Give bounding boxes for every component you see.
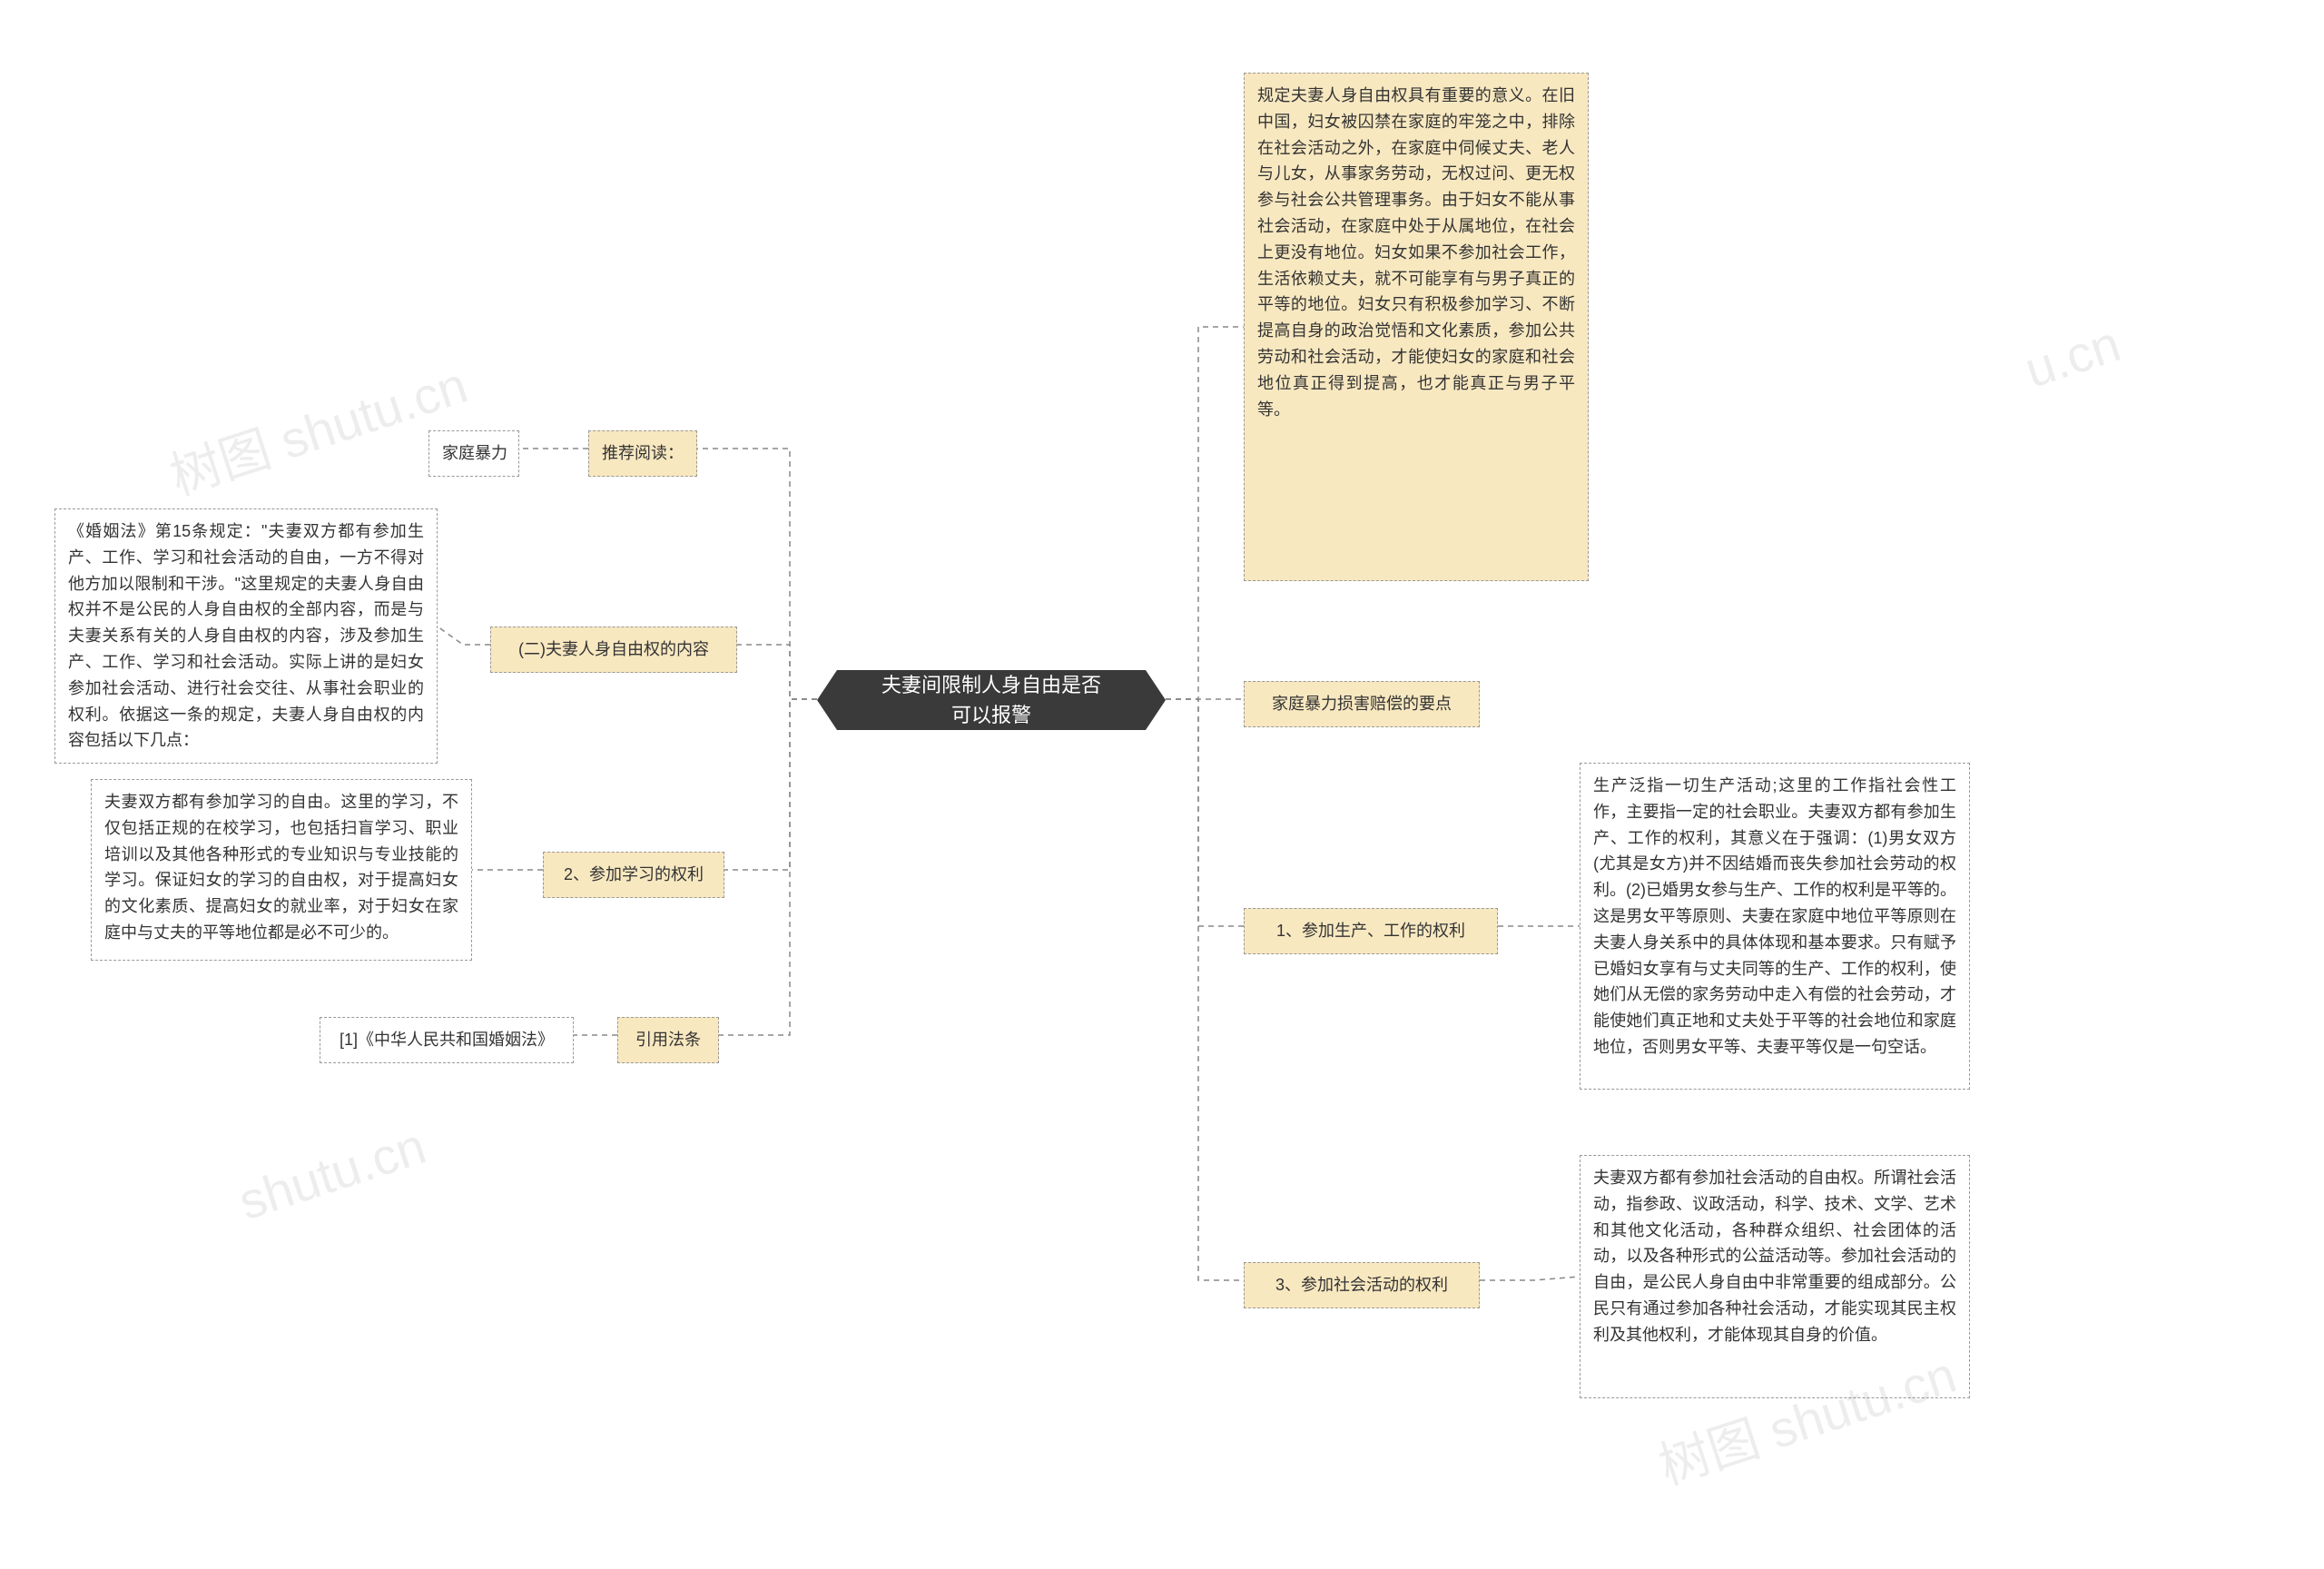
node-L2a: 《婚姻法》第15条规定："夫妻双方都有参加生产、工作、学习和社会活动的自由，一方… bbox=[54, 508, 438, 764]
watermark-1: shutu.cn bbox=[231, 1116, 432, 1231]
node-R2: 1、参加生产、工作的权利 bbox=[1244, 908, 1498, 954]
node-R3a: 夫妻双方都有参加社会活动的自由权。所谓社会活动，指参政、议政活动，科学、技术、文… bbox=[1580, 1155, 1970, 1398]
watermark-3: u.cn bbox=[2018, 313, 2128, 400]
watermark-0: 树图 shutu.cn bbox=[160, 345, 476, 510]
node-L1: 推荐阅读： bbox=[588, 430, 697, 477]
node-L2: (二)夫妻人身自由权的内容 bbox=[490, 627, 737, 673]
connector-10 bbox=[1166, 699, 1244, 926]
node-L4a: [1]《中华人民共和国婚姻法》 bbox=[320, 1017, 574, 1063]
root-text: 夫妻间限制人身自由是否 可以报警 bbox=[881, 670, 1101, 730]
node-R1: 家庭暴力损害赔偿的要点 bbox=[1244, 681, 1480, 727]
connector-13 bbox=[1480, 1277, 1580, 1280]
node-R0: 规定夫妻人身自由权具有重要的意义。在旧中国，妇女被囚禁在家庭的牢笼之中，排除在社… bbox=[1244, 73, 1589, 581]
connector-6 bbox=[719, 699, 837, 1035]
connector-3 bbox=[438, 627, 490, 645]
node-L3a: 夫妻双方都有参加学习的自由。这里的学习，不仅包括正规的在校学习，也包括扫盲学习、… bbox=[91, 779, 472, 961]
connector-8 bbox=[1166, 327, 1244, 699]
node-L3: 2、参加学习的权利 bbox=[543, 852, 724, 898]
node-R2a: 生产泛指一切生产活动;这里的工作指社会性工作，主要指一定的社会职业。夫妻双方都有… bbox=[1580, 763, 1970, 1090]
connector-12 bbox=[1166, 699, 1244, 1280]
node-R3: 3、参加社会活动的权利 bbox=[1244, 1262, 1480, 1308]
node-L4: 引用法条 bbox=[617, 1017, 719, 1063]
root-node: 夫妻间限制人身自由是否 可以报警 bbox=[837, 670, 1146, 730]
node-L1a: 家庭暴力 bbox=[428, 430, 519, 477]
